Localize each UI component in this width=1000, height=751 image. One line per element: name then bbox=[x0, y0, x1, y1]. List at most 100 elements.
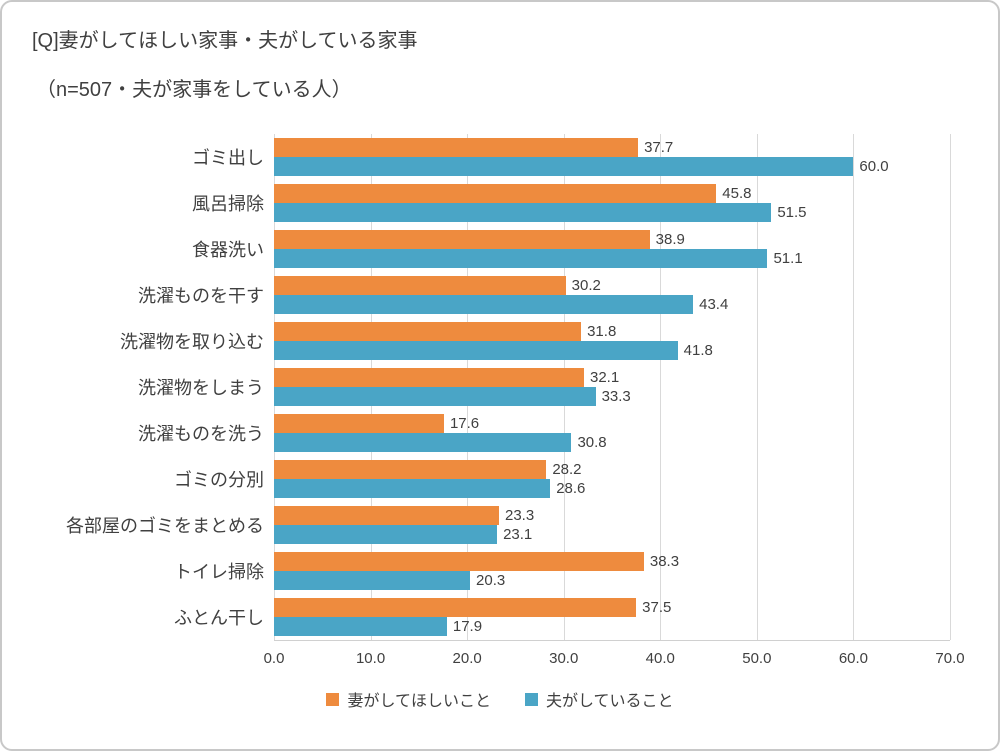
bar-value-label: 43.4 bbox=[699, 296, 729, 313]
bar-group: 45.8 51.5 bbox=[274, 180, 950, 226]
bar-wife-wants bbox=[274, 552, 644, 571]
gridline bbox=[950, 134, 951, 640]
bar-value-label: 32.1 bbox=[589, 369, 620, 386]
bar-group: 17.6 30.8 bbox=[274, 410, 950, 456]
bar-wife-wants bbox=[274, 460, 547, 479]
bar-line: 51.5 bbox=[274, 203, 950, 222]
bar-line: 41.8 bbox=[274, 341, 950, 360]
category-label: 食器洗い bbox=[192, 240, 264, 260]
bar-line: 33.3 bbox=[274, 387, 950, 406]
bar-line: 31.8 bbox=[274, 322, 950, 341]
bar-value-label: 30.2 bbox=[571, 277, 601, 294]
bar-line: 37.7 bbox=[274, 138, 950, 157]
bar-line: 17.9 bbox=[274, 617, 950, 636]
bar-wife-wants bbox=[274, 322, 582, 341]
bar-husband-does bbox=[274, 249, 768, 268]
gridline bbox=[660, 134, 662, 640]
bar-husband-does bbox=[274, 341, 678, 360]
bar-value-label: 38.9 bbox=[655, 231, 685, 248]
gridline bbox=[853, 134, 855, 640]
bar-value-label: 51.1 bbox=[773, 250, 803, 267]
category-label: ゴミの分別 bbox=[174, 470, 264, 490]
bar-husband-does bbox=[274, 157, 854, 176]
legend-swatch bbox=[326, 692, 340, 706]
bar-group: 37.7 60.0 bbox=[274, 134, 950, 180]
bar-husband-does bbox=[274, 525, 498, 544]
bar-line: 23.3 bbox=[274, 506, 950, 525]
bar-value-label: 20.3 bbox=[476, 572, 506, 589]
bar-value-label: 23.3 bbox=[505, 507, 535, 524]
bar-husband-does bbox=[274, 433, 572, 452]
bar-group: 23.3 23.1 bbox=[274, 502, 950, 548]
chart-title: [Q]妻がしてほしい家事・夫がしている家事 bbox=[32, 30, 418, 52]
category-label: 洗濯物をしまう bbox=[138, 378, 264, 398]
bar-wife-wants bbox=[274, 368, 584, 387]
bar-value-label: 28.6 bbox=[556, 480, 586, 497]
bar-husband-does bbox=[274, 479, 551, 498]
x-tick-label: 0.0 bbox=[263, 650, 285, 667]
x-tick-label: 70.0 bbox=[935, 650, 965, 667]
bar-group: 31.8 41.8 bbox=[274, 318, 950, 364]
bar-husband-does bbox=[274, 387, 596, 406]
category-label: 洗濯物を取り込む bbox=[120, 332, 264, 352]
legend: 妻がしてほしいこと 夫がしていること bbox=[2, 687, 998, 711]
bar-wife-wants bbox=[274, 138, 639, 157]
bar-value-label: 28.2 bbox=[552, 461, 582, 478]
bar-group: 37.5 17.9 bbox=[274, 594, 950, 640]
bar-line: 20.3 bbox=[274, 571, 950, 590]
bar-value-label: 23.1 bbox=[503, 526, 533, 543]
legend-item-wife-wants: 妻がしてほしいこと bbox=[326, 687, 491, 711]
bar-group: 32.1 33.3 bbox=[274, 364, 950, 410]
bar-value-label: 31.8 bbox=[587, 323, 617, 340]
bar-line: 38.3 bbox=[274, 552, 950, 571]
plot-column: 37.7 60.0 45.8 51.5 38.9 51.1 30.2 43.4 31.8 41.8… bbox=[264, 134, 965, 671]
legend-label: 妻がしてほしいこと bbox=[347, 693, 491, 710]
category-label: 風呂掃除 bbox=[192, 194, 264, 214]
category-label: トイレ掃除 bbox=[174, 562, 264, 582]
x-tick-label: 20.0 bbox=[452, 650, 482, 667]
gridline bbox=[756, 134, 758, 640]
bar-value-label: 37.7 bbox=[644, 139, 674, 156]
bar-group: 38.9 51.1 bbox=[274, 226, 950, 272]
bar-line: 23.1 bbox=[274, 525, 950, 544]
category-label: ゴミ出し bbox=[192, 148, 264, 168]
category-labels: ゴミ出し 風呂掃除 食器洗い 洗濯ものを干す 洗濯物を取り込む 洗濯物をしまう 洗濯ものを洗… bbox=[30, 134, 274, 671]
bar-line: 28.6 bbox=[274, 479, 950, 498]
bar-value-label: 17.6 bbox=[449, 415, 480, 432]
bar-value-label: 17.9 bbox=[452, 618, 483, 635]
chart-subtitle: （n=507・夫が家事をしている人） bbox=[36, 79, 352, 101]
bar-rows: 37.7 60.0 45.8 51.5 38.9 51.1 30.2 43.4 31.8 41.8… bbox=[274, 134, 950, 640]
bar-husband-does bbox=[274, 617, 447, 636]
bar-husband-does bbox=[274, 295, 694, 314]
bar-line: 45.8 bbox=[274, 184, 950, 203]
category-label: 各部屋のゴミをまとめる bbox=[66, 516, 264, 536]
bar-wife-wants bbox=[274, 230, 650, 249]
bar-value-label: 38.3 bbox=[649, 553, 680, 570]
bar-group: 38.3 20.3 bbox=[274, 548, 950, 594]
bar-group: 28.2 28.6 bbox=[274, 456, 950, 502]
bar-line: 30.2 bbox=[274, 276, 950, 295]
bar-value-label: 51.5 bbox=[777, 204, 807, 221]
bar-line: 51.1 bbox=[274, 249, 950, 268]
bar-value-label: 60.0 bbox=[859, 158, 889, 175]
bar-value-label: 30.8 bbox=[577, 434, 607, 451]
bar-value-label: 41.8 bbox=[683, 342, 713, 359]
bar-line: 32.1 bbox=[274, 368, 950, 387]
x-axis: 0.0 10.0 20.0 30.0 40.0 50.0 60.0 70.0 bbox=[264, 641, 965, 671]
bar-wife-wants bbox=[274, 598, 637, 617]
plot-area: 37.7 60.0 45.8 51.5 38.9 51.1 30.2 43.4 31.8 41.8… bbox=[274, 134, 951, 641]
x-tick-label: 10.0 bbox=[355, 650, 386, 667]
bar-value-label: 45.8 bbox=[722, 185, 752, 202]
legend-label: 夫がしていること bbox=[546, 693, 674, 710]
category-label: 洗濯ものを干す bbox=[138, 286, 264, 306]
bar-line: 28.2 bbox=[274, 460, 950, 479]
bar-wife-wants bbox=[274, 414, 444, 433]
bar-husband-does bbox=[274, 203, 772, 222]
bar-wife-wants bbox=[274, 184, 717, 203]
bar-line: 30.8 bbox=[274, 433, 950, 452]
x-tick-label: 40.0 bbox=[645, 650, 675, 667]
bar-chart: ゴミ出し 風呂掃除 食器洗い 洗濯ものを干す 洗濯物を取り込む 洗濯物をしまう 洗濯ものを洗… bbox=[30, 134, 965, 671]
bar-value-label: 33.3 bbox=[601, 388, 631, 405]
bar-group: 30.2 43.4 bbox=[274, 272, 950, 318]
